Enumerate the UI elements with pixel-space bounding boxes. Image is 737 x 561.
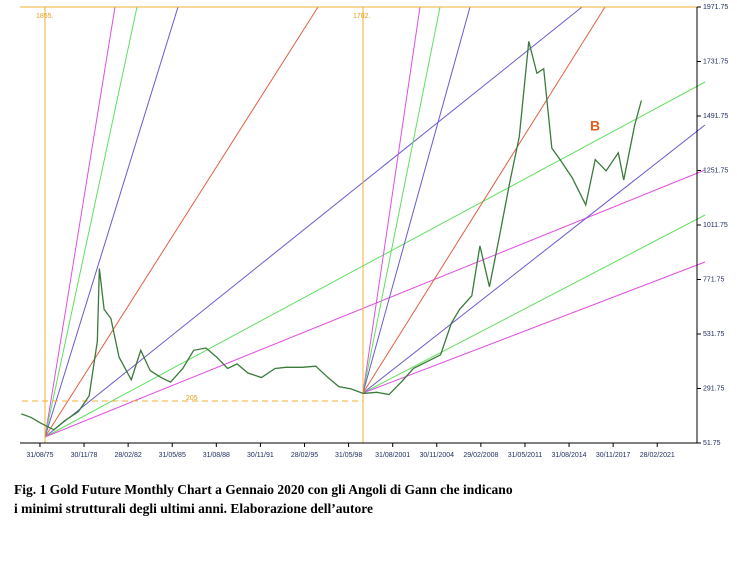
gann-line xyxy=(362,6,441,394)
annotation: 1702. xyxy=(353,13,371,20)
gann-line xyxy=(44,6,179,438)
caption: Fig. 1 Gold Future Monthly Chart a Genna… xyxy=(14,482,513,516)
x-tick-label: 30/11/2004 xyxy=(420,452,455,459)
x-tick-label: 28/02/2021 xyxy=(640,452,675,459)
chart: 1855. 1702. 205 B 51.75 291.75 531.75 771.7… xyxy=(20,4,728,459)
gann-line xyxy=(362,6,606,394)
gann-angles xyxy=(20,6,706,443)
gann-line xyxy=(44,6,116,438)
x-tick-label: 30/11/91 xyxy=(247,452,274,459)
gann-line xyxy=(44,6,583,438)
x-tick-label: 31/08/88 xyxy=(203,452,230,459)
plot-area xyxy=(20,7,697,443)
gann-line xyxy=(44,6,319,438)
gann-line xyxy=(44,169,706,438)
x-tick-label: 30/11/2017 xyxy=(596,452,631,459)
gann-line xyxy=(362,124,706,394)
x-tick-label: 31/05/98 xyxy=(335,452,362,459)
annotation: B xyxy=(590,118,600,134)
y-tick-label: 51.75 xyxy=(703,440,721,447)
x-tick-label: 31/08/2001 xyxy=(375,452,410,459)
annotation: 205 xyxy=(186,395,198,402)
x-tick-label: 31/08/2014 xyxy=(552,452,587,459)
y-tick-label: 1011.75 xyxy=(703,222,728,229)
x-tick-label: 31/05/85 xyxy=(159,452,186,459)
x-tick-label: 28/02/82 xyxy=(115,452,142,459)
y-tick-label: 1491.75 xyxy=(703,113,728,120)
gann-line xyxy=(362,214,706,394)
x-tick-label: 29/02/2008 xyxy=(463,452,498,459)
y-tick-label: 531.75 xyxy=(703,331,725,338)
y-tick-label: 1731.75 xyxy=(703,58,728,65)
gann-line xyxy=(362,261,706,394)
annotation: 1855. xyxy=(36,13,54,20)
x-tick-label: 31/08/75 xyxy=(26,452,53,459)
x-tick-label: 28/02/95 xyxy=(291,452,318,459)
y-tick-label: 1971.75 xyxy=(703,4,728,11)
y-tick-label: 291.75 xyxy=(703,385,725,392)
price-line xyxy=(21,41,643,431)
y-tick-label: 771.75 xyxy=(703,276,725,283)
x-tick-label: 30/11/78 xyxy=(71,452,98,459)
x-tick-label: 31/05/2011 xyxy=(508,452,543,459)
gann-line xyxy=(44,81,706,438)
y-tick-label: 1251.75 xyxy=(703,167,728,174)
gann-line xyxy=(362,6,421,394)
gann-line xyxy=(44,6,138,438)
gann-line xyxy=(362,6,471,394)
